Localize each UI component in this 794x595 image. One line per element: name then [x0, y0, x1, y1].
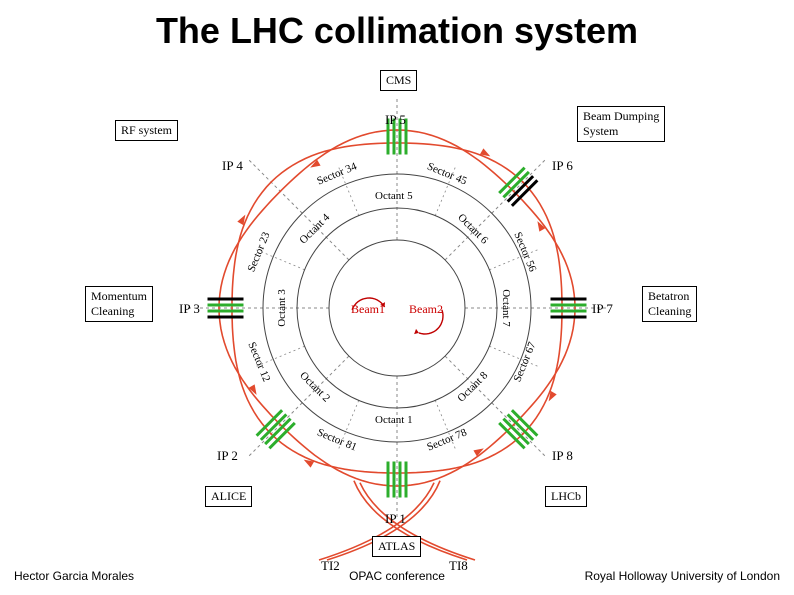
beam-label: Beam2 [409, 302, 443, 317]
footer-affiliation: Royal Holloway University of London [585, 569, 780, 583]
box-betaclean: BetatronCleaning [642, 286, 697, 322]
ip-label: IP 6 [552, 158, 573, 174]
footer: Hector Garcia Morales OPAC conference Ro… [0, 569, 794, 587]
box-momclean: MomentumCleaning [85, 286, 153, 322]
box-atlas: ATLAS [372, 536, 421, 557]
ip-label: IP 1 [385, 511, 406, 527]
ip-label: IP 7 [592, 301, 613, 317]
octant-label: Octant 7 [500, 289, 512, 327]
ip-label: IP 2 [217, 448, 238, 464]
box-dump: Beam DumpingSystem [577, 106, 665, 142]
box-alice: ALICE [205, 486, 252, 507]
ip-label: IP 3 [179, 301, 200, 317]
ip-label: IP 4 [222, 158, 243, 174]
box-lhcb: LHCb [545, 486, 587, 507]
beam-label: Beam1 [351, 302, 385, 317]
octant-label: Octant 1 [375, 414, 413, 426]
box-cms: CMS [380, 70, 417, 91]
box-rf: RF system [115, 120, 178, 141]
octant-label: Octant 5 [375, 190, 413, 202]
ip-label: IP 8 [552, 448, 573, 464]
octant-label: Octant 3 [276, 289, 288, 327]
ip-label: IP 5 [385, 112, 406, 128]
lhc-ring-diagram: IP 5IP 6IP 7IP 8IP 1IP 2IP 3IP 4Sector 4… [97, 60, 697, 570]
slide-title: The LHC collimation system [0, 10, 794, 52]
